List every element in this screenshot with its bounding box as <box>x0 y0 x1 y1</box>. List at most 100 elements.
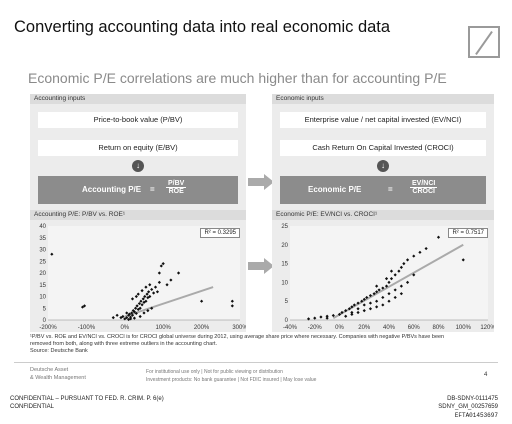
data-point <box>139 299 143 303</box>
page-subtitle: Economic P/E correlations are much highe… <box>28 70 447 86</box>
bates-number: SDNY_GM_00257659 <box>438 404 498 410</box>
down-arrow-icon: ↓ <box>132 160 144 172</box>
data-point <box>319 315 323 319</box>
data-point <box>176 271 181 275</box>
croci-box: Cash Return On Capital Invested (CROCI) <box>280 140 486 156</box>
data-point <box>356 307 360 311</box>
data-point <box>157 271 161 275</box>
footnote-line: ¹P/BV vs. ROE and EV/NCI vs. CROCI is fo… <box>30 334 445 340</box>
economic-pe-label: Economic P/E <box>308 185 362 194</box>
data-point <box>381 286 385 290</box>
trendline <box>124 286 214 318</box>
y-tick-label: 25 <box>39 259 46 265</box>
y-tick-label: 15 <box>39 283 46 289</box>
x-tick-label: 120% <box>480 325 494 331</box>
data-point <box>140 289 144 293</box>
deutsche-bank-logo <box>468 26 500 58</box>
y-tick-label: 40 <box>39 224 46 230</box>
data-point <box>375 305 379 309</box>
data-point <box>362 309 366 313</box>
company-line: & Wealth Management <box>30 375 86 381</box>
data-point <box>138 306 142 310</box>
y-tick-label: 30 <box>39 248 46 254</box>
x-tick-label: 0% <box>120 325 129 331</box>
x-tick-label: 200% <box>194 325 210 331</box>
data-point <box>362 303 366 307</box>
y-tick-label: 10 <box>39 295 46 301</box>
data-point <box>134 311 138 316</box>
data-point <box>399 292 403 296</box>
price-to-book-box: Price-to-book value (P/BV) <box>38 112 238 128</box>
economic-scatter-plot: 0 5 10 15 20 25 -40% -20% 0% 20% 40% 60% 80% 100% 120% <box>281 224 496 331</box>
x-tick-label: 60% <box>408 325 421 331</box>
plot-area <box>290 226 488 320</box>
bates-number: DB-SDNY-0111475 <box>447 396 498 402</box>
confidential-stamp: CONFIDENTIAL <box>10 404 55 410</box>
data-point <box>399 265 403 269</box>
data-point <box>148 283 152 287</box>
x-tick-label: 100% <box>456 325 472 331</box>
data-point <box>381 295 385 300</box>
ev-nci-box: Enterprise value / net capital invested … <box>280 112 486 128</box>
data-point <box>393 273 397 277</box>
x-tick-label: -100% <box>78 325 96 331</box>
data-point <box>389 269 394 273</box>
right-arrow-icon <box>248 174 274 190</box>
x-tick-label: 100% <box>156 325 172 331</box>
equals-sign: = <box>150 185 155 194</box>
x-tick-label: 40% <box>383 325 396 331</box>
data-point <box>393 288 397 292</box>
page-number: 4 <box>484 372 488 378</box>
data-point <box>399 284 403 288</box>
fraction-denominator: ROE <box>168 188 184 195</box>
y-tick-label: 35 <box>39 236 46 242</box>
y-tick-label: 5 <box>285 299 289 305</box>
data-point <box>412 273 416 277</box>
x-tick-label: 20% <box>358 325 371 331</box>
data-point <box>132 316 136 320</box>
chart-title: Economic P/E: EV/NCI vs. CROCI¹ <box>272 210 494 220</box>
fraction-numerator: EV/NCI <box>410 180 438 188</box>
accounting-pe-chart: Accounting P/E: P/BV vs. ROE¹ 0 5 10 15 20 25… <box>30 210 248 332</box>
disclaimer-line: For institutional use only | Not for pub… <box>146 369 283 375</box>
accounting-pe-formula: Accounting P/E = P/BV ROE <box>38 176 238 204</box>
accounting-inputs-panel: Accounting inputs Price-to-book value (P… <box>30 94 246 212</box>
data-point <box>365 295 369 300</box>
plot-area <box>48 226 240 320</box>
economic-inputs-panel: Economic inputs Enterprise value / net c… <box>272 94 494 212</box>
confidential-stamp: CONFIDENTIAL – PURSUANT TO FED. R. CRIM.… <box>10 396 164 402</box>
data-point <box>165 283 169 287</box>
data-point <box>325 314 329 318</box>
data-point <box>461 258 465 262</box>
data-point <box>344 314 348 318</box>
data-point <box>368 307 373 311</box>
data-point <box>375 290 379 294</box>
data-point <box>350 312 354 316</box>
data-point <box>405 280 410 284</box>
footer-divider <box>14 362 498 363</box>
economic-inputs-header: Economic inputs <box>272 94 494 104</box>
r-squared-label: R² = 0.3295 <box>200 228 240 238</box>
data-point <box>133 306 138 310</box>
equals-sign: = <box>388 185 393 194</box>
data-point <box>134 294 138 299</box>
data-point <box>375 284 379 288</box>
data-point <box>387 299 391 303</box>
data-point <box>356 301 360 305</box>
company-line: Deutsche Asset <box>30 367 69 373</box>
footnote-line: removed from both, along with three extr… <box>30 341 218 347</box>
economic-pe-fraction: EV/NCI CROCI <box>410 180 438 195</box>
disclaimer: For institutional use only | Not for pub… <box>146 368 316 384</box>
disclaimer-line: Investment products: No bank guarantee |… <box>146 377 317 383</box>
x-tick-label: -200% <box>39 325 57 331</box>
data-point <box>412 254 416 258</box>
data-point <box>387 292 391 296</box>
economic-pe-chart: Economic P/E: EV/NCI vs. CROCI¹ 0 5 10 15 20… <box>272 210 496 332</box>
economic-pe-formula: Economic P/E = EV/NCI CROCI <box>280 176 486 204</box>
x-tick-label: -20% <box>308 325 323 331</box>
y-tick-label: 0 <box>43 318 47 324</box>
fraction-numerator: P/BV <box>166 180 187 188</box>
data-point <box>344 309 348 313</box>
x-tick-label: 80% <box>432 325 445 331</box>
return-on-equity-box: Return on equity (E/BV) <box>38 140 238 156</box>
